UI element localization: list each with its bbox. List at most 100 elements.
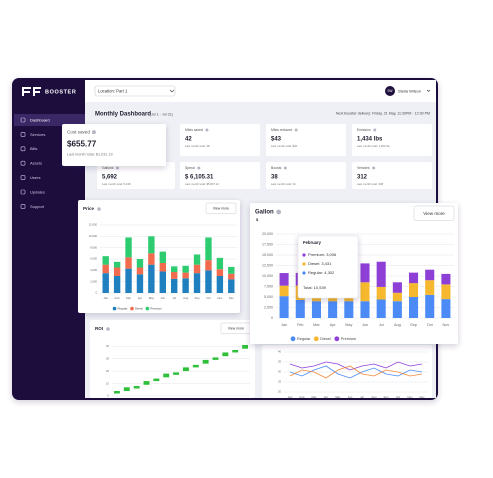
candle-body bbox=[182, 367, 189, 372]
x-tick-label: Dec bbox=[229, 296, 235, 300]
stat-value: $ 6,105.31 bbox=[185, 175, 214, 181]
bar-segment bbox=[136, 259, 144, 268]
y-tick-label: 12,500 bbox=[262, 263, 273, 267]
candle-body bbox=[173, 372, 180, 375]
candle-body bbox=[133, 386, 140, 389]
location-label[interactable]: Location: Part 1 bbox=[98, 88, 128, 93]
x-tick-label: Feb bbox=[300, 395, 305, 399]
x-tick-label: Jun bbox=[362, 323, 368, 327]
x-tick-label: Apr bbox=[324, 395, 328, 399]
bar-segment bbox=[392, 301, 402, 318]
bar-segment bbox=[113, 276, 121, 293]
bar-segment bbox=[205, 260, 212, 271]
candle-body bbox=[242, 344, 249, 349]
info-icon bbox=[116, 166, 119, 170]
stat-card bbox=[62, 124, 166, 166]
bar-segment bbox=[441, 284, 451, 300]
candle-body bbox=[222, 352, 229, 357]
bar-segment bbox=[441, 299, 451, 318]
page-range: (Jul 1 - Jul 31) bbox=[150, 112, 173, 116]
bar-segment bbox=[193, 273, 201, 293]
sidebar-item[interactable]: Services bbox=[30, 132, 45, 137]
bar-segment bbox=[159, 262, 166, 272]
stat-label: Gallons bbox=[102, 166, 114, 170]
y-tick-label: 4,000 bbox=[90, 268, 97, 272]
x-tick-label: Mar bbox=[312, 395, 317, 399]
x-tick-label: Nov bbox=[217, 296, 223, 300]
stat-note: Last month total: 5,248 bbox=[102, 182, 131, 186]
view-more-label[interactable]: View more bbox=[213, 207, 229, 211]
bar-segment bbox=[148, 236, 155, 254]
candle-body bbox=[143, 381, 150, 385]
bar-segment bbox=[425, 280, 435, 295]
candle-body bbox=[163, 373, 170, 378]
sidebar-item[interactable]: Updates bbox=[30, 189, 45, 194]
view-more-label[interactable]: View more bbox=[423, 211, 445, 216]
info-icon bbox=[97, 207, 101, 211]
y-tick-label: 20 bbox=[106, 369, 109, 373]
stat-card bbox=[352, 162, 432, 189]
view-more-label[interactable]: View more bbox=[228, 327, 244, 331]
x-tick-label: Jan bbox=[288, 395, 293, 399]
bar-segment bbox=[360, 263, 370, 283]
y-tick-label: 35 bbox=[278, 360, 281, 364]
x-tick-label: Mar bbox=[126, 296, 131, 300]
legend-swatch bbox=[130, 306, 134, 311]
x-tick-label: Jun bbox=[348, 395, 353, 399]
sidebar-icon bbox=[20, 189, 26, 195]
stat-note: Last month total: 1,302 lbs bbox=[357, 144, 390, 148]
bar-segment bbox=[441, 273, 451, 285]
chevron bbox=[169, 89, 175, 93]
bar-segment bbox=[279, 296, 289, 318]
sidebar-item[interactable]: Support bbox=[30, 204, 45, 209]
line-series bbox=[289, 365, 423, 379]
bar-segment bbox=[228, 273, 235, 280]
candle-body bbox=[212, 357, 219, 360]
bar-segment bbox=[228, 266, 235, 274]
candle-body bbox=[113, 391, 120, 394]
avatar[interactable] bbox=[385, 86, 395, 96]
info-icon bbox=[283, 166, 287, 170]
bar-segment bbox=[279, 285, 289, 297]
avatar-initials: SW bbox=[387, 89, 392, 93]
y-tick-label: 20 bbox=[278, 390, 281, 394]
chart-title: ROI bbox=[95, 326, 103, 331]
tooltip-line: Diesel: 3,431 bbox=[308, 261, 332, 266]
y-tick-label: 7,500 bbox=[264, 284, 273, 288]
x-tick-label: Feb bbox=[297, 323, 304, 327]
x-tick-label: Sep bbox=[410, 323, 417, 327]
legend-swatch bbox=[334, 336, 340, 342]
stat-value: 38 bbox=[271, 175, 278, 181]
candle-body bbox=[192, 364, 199, 368]
sidebar-item[interactable]: Assets bbox=[30, 161, 42, 166]
sidebar-icon bbox=[20, 146, 26, 152]
location-select[interactable] bbox=[94, 85, 176, 97]
y-tick-label: 0 bbox=[96, 291, 98, 295]
sidebar-item[interactable]: Users bbox=[30, 175, 40, 180]
y-tick-label: 0 bbox=[108, 394, 110, 398]
legend-label: Regular bbox=[297, 337, 311, 341]
x-tick-label: May bbox=[149, 296, 155, 300]
bar-segment bbox=[159, 271, 166, 293]
stat-value: 312 bbox=[357, 175, 368, 181]
bar-segment bbox=[125, 237, 132, 258]
user-name[interactable]: Stella Wilson bbox=[398, 88, 421, 93]
bar-segment bbox=[376, 261, 386, 287]
y-tick-label: 10 bbox=[106, 381, 109, 385]
view-more-button[interactable] bbox=[205, 202, 237, 215]
tooltip-total: Total: 10,539 bbox=[303, 285, 327, 290]
info-icon bbox=[205, 128, 209, 132]
sidebar-item[interactable]: Dashboard bbox=[30, 117, 50, 122]
view-more-button[interactable] bbox=[413, 205, 455, 221]
y-tick-label: 30 bbox=[106, 356, 109, 360]
y-tick-label: 40 bbox=[278, 350, 281, 354]
x-tick-label: Jun bbox=[160, 296, 165, 300]
info-icon bbox=[91, 130, 96, 135]
y-tick-label: 0 bbox=[271, 316, 273, 320]
legend-label: Diesel bbox=[135, 306, 143, 310]
y-tick-label: 12,000 bbox=[89, 223, 98, 227]
x-tick-label: Dec bbox=[419, 395, 425, 399]
x-tick-label: Nov bbox=[407, 395, 413, 399]
bar-segment bbox=[125, 257, 132, 269]
sidebar-item[interactable]: Bills bbox=[30, 146, 37, 151]
